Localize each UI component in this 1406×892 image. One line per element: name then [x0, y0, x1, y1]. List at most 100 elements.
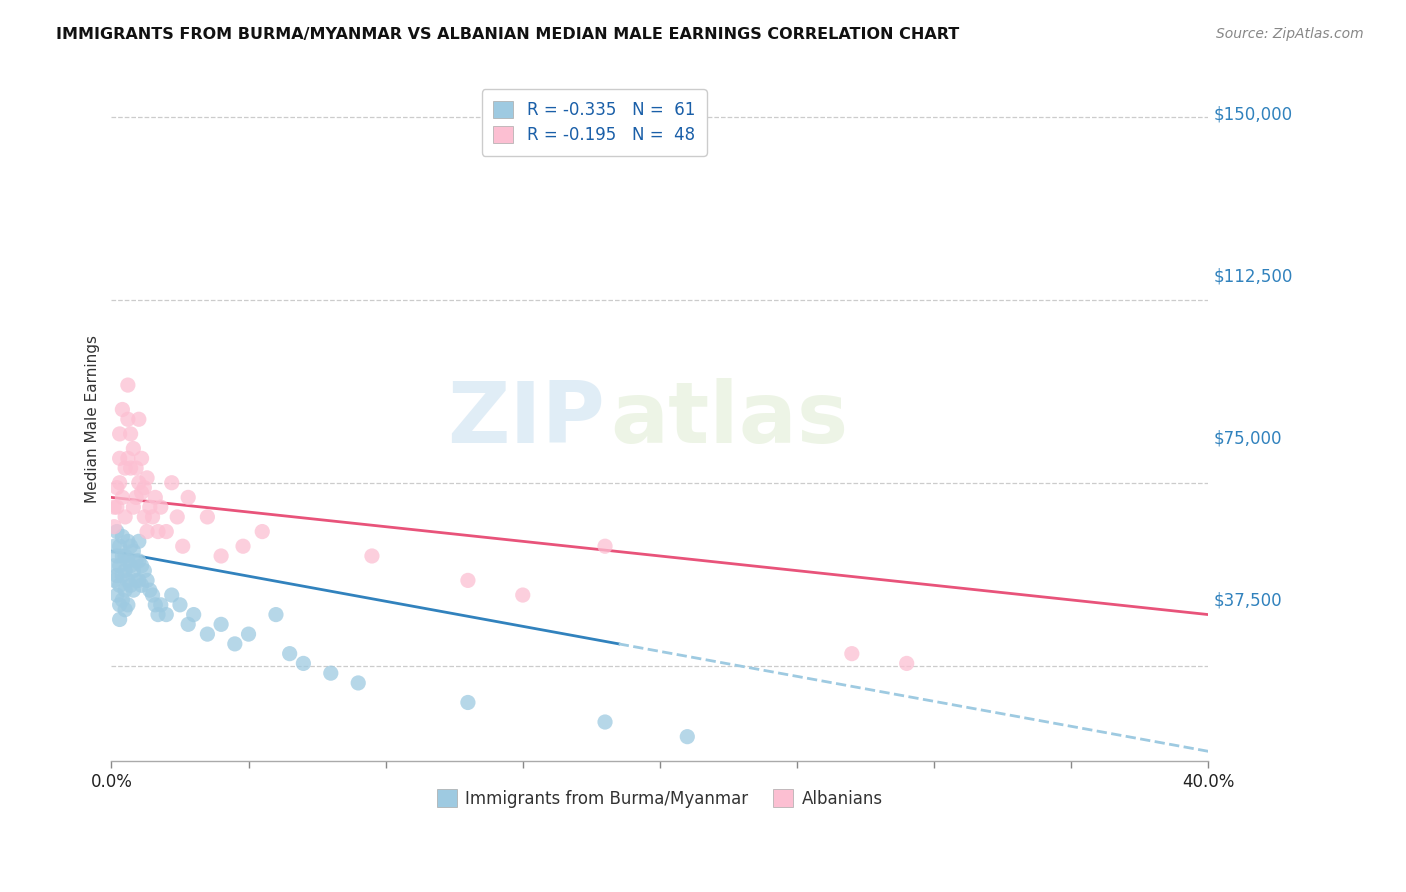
- Point: [209, 617, 232, 632]
- Point: [120, 461, 142, 475]
- Point: [136, 471, 159, 485]
- Point: [131, 578, 153, 592]
- Point: [264, 607, 287, 622]
- Point: [125, 461, 148, 475]
- Point: [197, 627, 219, 641]
- Point: [197, 510, 219, 524]
- Point: [169, 598, 191, 612]
- Point: [108, 475, 131, 490]
- Point: [143, 598, 166, 612]
- Point: [141, 510, 163, 524]
- Point: [177, 491, 200, 505]
- Point: [108, 426, 131, 441]
- Point: [209, 549, 232, 563]
- Point: [128, 534, 150, 549]
- Y-axis label: Median Male Earnings: Median Male Earnings: [86, 335, 100, 503]
- Point: [125, 574, 148, 588]
- Text: IMMIGRANTS FROM BURMA/MYANMAR VS ALBANIAN MEDIAN MALE EARNINGS CORRELATION CHART: IMMIGRANTS FROM BURMA/MYANMAR VS ALBANIA…: [56, 27, 959, 42]
- Point: [136, 524, 159, 539]
- Point: [896, 657, 918, 671]
- Point: [676, 730, 699, 744]
- Point: [103, 574, 125, 588]
- Point: [105, 549, 128, 563]
- Point: [139, 500, 162, 515]
- Point: [105, 481, 128, 495]
- Point: [114, 510, 136, 524]
- Point: [143, 491, 166, 505]
- Text: Source: ZipAtlas.com: Source: ZipAtlas.com: [1216, 27, 1364, 41]
- Point: [134, 564, 156, 578]
- Point: [105, 500, 128, 515]
- Point: [111, 529, 134, 543]
- Point: [108, 598, 131, 612]
- Point: [160, 475, 183, 490]
- Point: [125, 554, 148, 568]
- Point: [136, 574, 159, 588]
- Point: [114, 564, 136, 578]
- Point: [117, 378, 139, 392]
- Point: [105, 524, 128, 539]
- Point: [155, 607, 177, 622]
- Point: [166, 510, 188, 524]
- Point: [111, 402, 134, 417]
- Point: [149, 598, 172, 612]
- Point: [117, 598, 139, 612]
- Point: [183, 607, 205, 622]
- Point: [108, 539, 131, 553]
- Point: [114, 549, 136, 563]
- Point: [111, 549, 134, 563]
- Point: [319, 666, 342, 681]
- Point: [232, 539, 254, 553]
- Point: [172, 539, 194, 553]
- Point: [120, 539, 142, 553]
- Point: [149, 500, 172, 515]
- Point: [117, 451, 139, 466]
- Point: [134, 481, 156, 495]
- Point: [593, 539, 616, 553]
- Point: [122, 564, 145, 578]
- Point: [111, 491, 134, 505]
- Point: [103, 558, 125, 573]
- Point: [111, 593, 134, 607]
- Point: [122, 500, 145, 515]
- Point: [457, 696, 479, 710]
- Point: [177, 617, 200, 632]
- Point: [120, 578, 142, 592]
- Legend: Immigrants from Burma/Myanmar, Albanians: Immigrants from Burma/Myanmar, Albanians: [430, 783, 890, 814]
- Point: [122, 583, 145, 598]
- Point: [114, 603, 136, 617]
- Point: [361, 549, 384, 563]
- Point: [146, 524, 169, 539]
- Point: [108, 558, 131, 573]
- Point: [128, 475, 150, 490]
- Point: [108, 612, 131, 626]
- Point: [105, 568, 128, 582]
- Point: [278, 647, 301, 661]
- Point: [131, 485, 153, 500]
- Point: [146, 607, 169, 622]
- Point: [125, 491, 148, 505]
- Point: [128, 412, 150, 426]
- Point: [103, 519, 125, 533]
- Point: [114, 583, 136, 598]
- Point: [117, 554, 139, 568]
- Point: [122, 544, 145, 558]
- Point: [114, 461, 136, 475]
- Point: [108, 451, 131, 466]
- Point: [841, 647, 863, 661]
- Point: [238, 627, 260, 641]
- Point: [122, 442, 145, 456]
- Point: [134, 510, 156, 524]
- Point: [105, 588, 128, 602]
- Point: [111, 568, 134, 582]
- Point: [103, 500, 125, 515]
- Point: [139, 583, 162, 598]
- Point: [108, 578, 131, 592]
- Point: [131, 451, 153, 466]
- Point: [155, 524, 177, 539]
- Point: [160, 588, 183, 602]
- Point: [117, 534, 139, 549]
- Point: [117, 412, 139, 426]
- Point: [593, 714, 616, 729]
- Point: [103, 539, 125, 553]
